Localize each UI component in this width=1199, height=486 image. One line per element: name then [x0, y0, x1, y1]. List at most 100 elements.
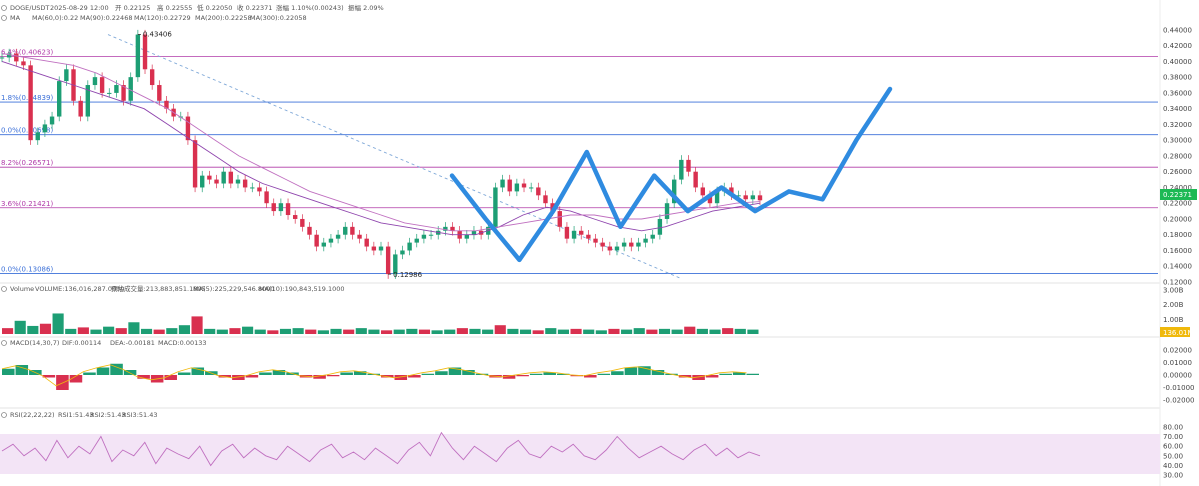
- eye-icon[interactable]: [1, 5, 7, 11]
- macd-title: MACD(14,30,7): [10, 339, 59, 347]
- volume-bar: [153, 329, 165, 334]
- rsi-tick-label: 50.00: [1163, 452, 1183, 460]
- macd-bar: [435, 371, 448, 375]
- volume-item: 预估成交量:213,883,851.1805: [111, 284, 206, 293]
- fib-level-label: 6.4%(0.40623): [1, 48, 53, 56]
- eye-icon[interactable]: [1, 15, 7, 21]
- macd-bar: [584, 375, 597, 378]
- volume-current-text: 136.01M: [1163, 329, 1194, 337]
- volume-bar: [557, 329, 569, 334]
- volume-bar: [431, 330, 443, 334]
- macd-bar: [272, 370, 286, 375]
- macd-bar: [191, 367, 205, 375]
- candle-body: [128, 77, 133, 101]
- macd-tick-label: 0.01000: [1163, 359, 1192, 367]
- macd-bar: [529, 373, 543, 375]
- candle-body: [250, 187, 255, 189]
- candle-body: [185, 116, 191, 141]
- volume-bar: [570, 328, 582, 334]
- volume-bar: [65, 328, 77, 334]
- volume-bar: [722, 328, 734, 334]
- header-bar: DOGE/USDT 2025-08-29 12:00 开 0.22125 高 0…: [1, 3, 384, 12]
- candle-body: [357, 234, 362, 239]
- ma-item: MA(60,0):0.22: [32, 14, 78, 22]
- price-tick-label: 0.22000: [1163, 200, 1192, 208]
- price-tick-label: 0.12000: [1163, 279, 1192, 287]
- candle-body: [257, 187, 262, 192]
- rsi-tick-label: 30.00: [1163, 472, 1183, 480]
- candle-body: [42, 124, 48, 133]
- eye-icon[interactable]: [1, 412, 7, 418]
- macd-tick-label: 0.00000: [1163, 372, 1192, 380]
- eye-icon[interactable]: [1, 340, 7, 346]
- macd-bar: [218, 375, 232, 378]
- candle-body: [350, 226, 355, 235]
- volume-bar: [532, 330, 544, 334]
- volume-bars: [2, 313, 759, 334]
- candlesticks: [0, 29, 763, 279]
- volume-bar: [90, 329, 102, 334]
- price-annotations: 0.43406 0.12986: [137, 31, 423, 279]
- candle-body: [586, 234, 591, 239]
- candle-body: [371, 246, 377, 251]
- volume-tick-label: 2.00B: [1163, 301, 1184, 309]
- price-tick-label: 0.20000: [1163, 215, 1192, 223]
- volume-bar: [507, 328, 519, 334]
- candle-body: [28, 65, 33, 141]
- candle-body: [400, 250, 405, 255]
- trendline-dashed: [107, 34, 681, 279]
- price-tick-label: 0.14000: [1163, 263, 1192, 271]
- volume-bar: [595, 330, 607, 334]
- candle-body: [650, 234, 655, 239]
- rsi-tick-label: 80.00: [1163, 423, 1183, 431]
- candle-body: [493, 187, 498, 227]
- candle-body: [135, 34, 141, 78]
- price-axis: 0.44000 0.42000 0.40000 0.38000 0.36000 0.340…: [1163, 26, 1192, 286]
- macd-bar: [394, 375, 408, 380]
- fib-level-label: 1.8%(0.34839): [1, 94, 53, 102]
- macd-bar: [2, 368, 15, 375]
- candle-body: [385, 246, 391, 275]
- candle-body: [421, 234, 427, 239]
- candle-body: [593, 238, 598, 243]
- candle-body: [107, 92, 112, 94]
- macd-bar: [83, 372, 96, 375]
- macd-bar: [56, 375, 69, 390]
- volume-item: MA(5):225,229,546.8000: [193, 285, 274, 293]
- candle-body: [114, 85, 119, 93]
- macd-bar: [502, 375, 516, 379]
- close-value: 收 0.22371: [237, 3, 272, 12]
- candle-body: [364, 238, 369, 247]
- candle-body: [264, 191, 269, 204]
- volume-axis: 3.00B 2.00B 1.00B: [1163, 287, 1184, 324]
- price-tick-label: 0.36000: [1163, 89, 1192, 97]
- rsi-item: RSI3:51.43: [122, 411, 158, 419]
- candle-body: [607, 246, 613, 251]
- volume-bar: [684, 326, 696, 334]
- volume-bar: [747, 329, 759, 334]
- macd-axis: 0.02000 0.01000 0.00000 -0.01000 -0.02000: [1163, 347, 1194, 405]
- candle-body: [414, 238, 419, 243]
- price-tick-label: 0.26000: [1163, 168, 1192, 176]
- candle-body: [285, 203, 291, 216]
- candle-body: [235, 179, 241, 184]
- volume-bar: [292, 328, 304, 334]
- eye-icon[interactable]: [1, 286, 7, 292]
- candle-body: [679, 159, 684, 180]
- macd-bar: [123, 370, 137, 375]
- candle-body: [343, 226, 348, 235]
- candle-body: [214, 179, 219, 184]
- candle-body: [407, 242, 412, 251]
- volume-bar: [254, 329, 266, 334]
- macd-bar: [177, 372, 191, 375]
- candle-body: [164, 100, 169, 109]
- candle-body: [528, 187, 534, 189]
- candle-body: [714, 191, 720, 204]
- macd-bar: [692, 375, 705, 380]
- macd-bar: [381, 375, 394, 378]
- candle-body: [579, 230, 584, 235]
- macd-bar: [516, 375, 529, 377]
- volume-bar: [27, 325, 39, 334]
- macd-tick-label: 0.02000: [1163, 347, 1192, 355]
